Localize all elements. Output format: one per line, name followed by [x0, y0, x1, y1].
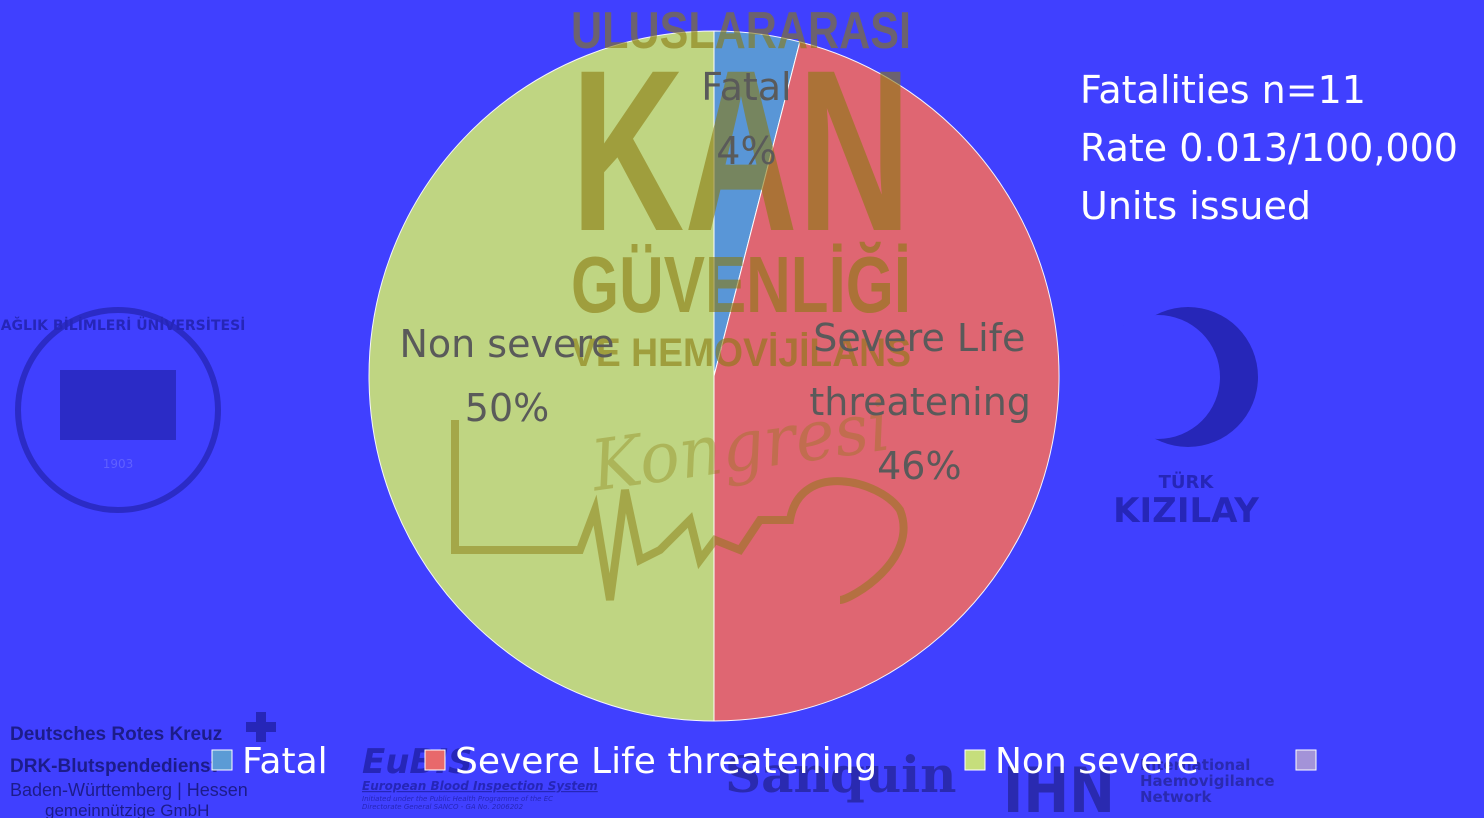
drk-logo-text: Deutsches Rotes Kreuz: [10, 724, 222, 745]
slide: SAĞLIK BİLİMLERİ ÜNİVERSİTESİ 1903 TÜRKKIZ…: [0, 0, 1484, 818]
data-label-category: Fatal: [596, 55, 896, 119]
legend-label: Non severe: [995, 741, 1199, 782]
eubis-note: Directorate General SANCO - GA No. 20062…: [362, 803, 524, 811]
university-year: 1903: [103, 457, 134, 471]
drk-cross: [246, 712, 276, 742]
data-label-category: Severe Life threatening: [769, 306, 1069, 434]
drk-logo-text: DRK-Blutspendedienst: [10, 756, 218, 777]
annotation: Fatalities n=11: [1080, 68, 1366, 112]
crescent-inner: [1096, 315, 1220, 439]
university-building: [60, 370, 176, 440]
data-label-value: 50%: [357, 376, 657, 440]
drk-logo-text: gemeinnützige GmbH: [45, 801, 209, 818]
data-label-category: Non severe: [357, 312, 657, 376]
kizilay-name: KIZILAY: [1113, 491, 1259, 531]
kizilay-top: TÜRK: [1159, 471, 1215, 493]
data-label-value: 4%: [596, 119, 896, 183]
ihn-text: Network: [1140, 788, 1212, 806]
university-name: SAĞLIK BİLİMLERİ ÜNİVERSİTESİ: [0, 316, 245, 334]
eubis-note: Initiated under the Public Health Progra…: [362, 795, 553, 803]
annotation: Rate 0.013/100,000: [1080, 126, 1458, 170]
legend-swatch: [965, 750, 985, 770]
legend-swatch: [212, 750, 232, 770]
legend-label: Fatal: [242, 741, 328, 782]
legend-swatch: [425, 750, 445, 770]
legend-swatch: [1296, 750, 1316, 770]
data-label-value: 46%: [769, 434, 1069, 498]
annotation: Units issued: [1080, 184, 1311, 228]
legend-label: Severe Life threatening: [455, 741, 877, 782]
drk-logo-text: Baden-Württemberg | Hessen: [10, 780, 248, 800]
